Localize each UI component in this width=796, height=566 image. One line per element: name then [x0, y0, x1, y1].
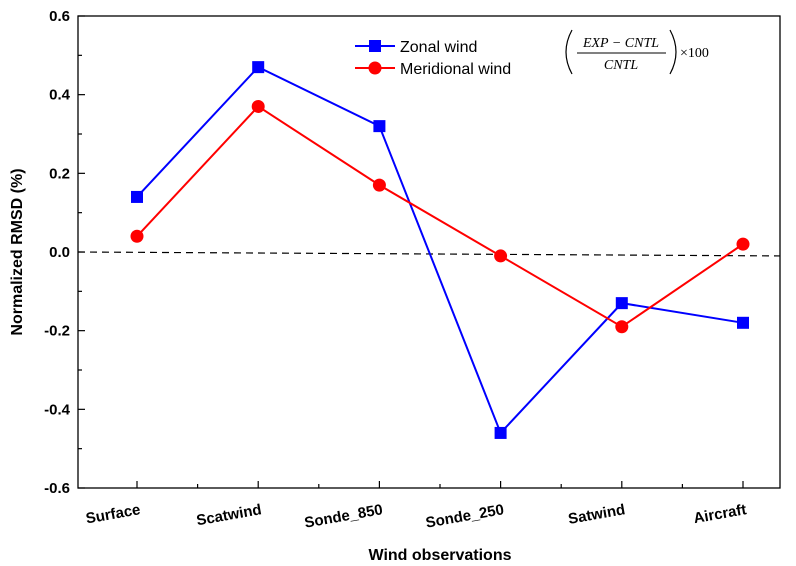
meridional-wind-point	[130, 229, 144, 243]
zonal-wind-line	[136, 65, 744, 435]
zonal-wind-point	[494, 426, 507, 439]
zonal-wind-point	[373, 120, 386, 133]
formula-right-paren	[669, 29, 677, 75]
y-tick-label: 0.6	[49, 8, 70, 25]
x-tick-label: Sonde_850	[303, 501, 384, 531]
legend: Zonal wind Meridional wind	[355, 39, 511, 78]
zonal-wind-point	[131, 190, 143, 203]
meridional-wind-point	[372, 178, 386, 192]
zonal-wind-point	[252, 61, 265, 74]
series-layer	[130, 61, 750, 439]
meridional-wind-point	[494, 249, 508, 263]
x-tick-label: Scatwind	[195, 501, 263, 529]
formula-multiplier: ×100	[680, 46, 709, 61]
legend-meridional-label: Meridional wind	[400, 61, 511, 78]
y-tick-label: -0.6	[44, 480, 70, 497]
x-tick-label: Sonde_250	[424, 501, 505, 531]
y-tick-label: 0.2	[49, 165, 70, 182]
legend-zonal-marker	[369, 40, 381, 52]
formula-annotation: EXP − CNTL CNTL ×100	[565, 29, 709, 75]
x-tick-label: Satwind	[567, 501, 627, 528]
zonal-wind-point	[615, 297, 628, 310]
x-axis-title: Wind observations	[369, 547, 512, 564]
y-tick-label: 0.0	[49, 244, 70, 261]
y-tick-label: -0.4	[44, 401, 71, 418]
formula-left-paren	[565, 29, 573, 75]
legend-meridional-marker	[368, 61, 382, 75]
x-tick-label: Surface	[85, 501, 142, 527]
formula-numerator: EXP − CNTL	[582, 36, 659, 51]
meridional-wind-point	[615, 320, 629, 334]
y-axis-title: Normalized RMSD (%)	[9, 168, 26, 335]
meridional-wind-line	[136, 105, 744, 328]
legend-zonal-label: Zonal wind	[400, 39, 477, 56]
meridional-wind-point	[251, 99, 265, 113]
y-tick-label: 0.4	[49, 87, 71, 104]
x-tick-label: Aircraft	[692, 501, 748, 527]
zonal-wind-point	[737, 316, 749, 329]
meridional-wind-point	[736, 237, 750, 251]
y-tick-label: -0.2	[44, 323, 70, 340]
formula-denominator: CNTL	[604, 58, 638, 73]
